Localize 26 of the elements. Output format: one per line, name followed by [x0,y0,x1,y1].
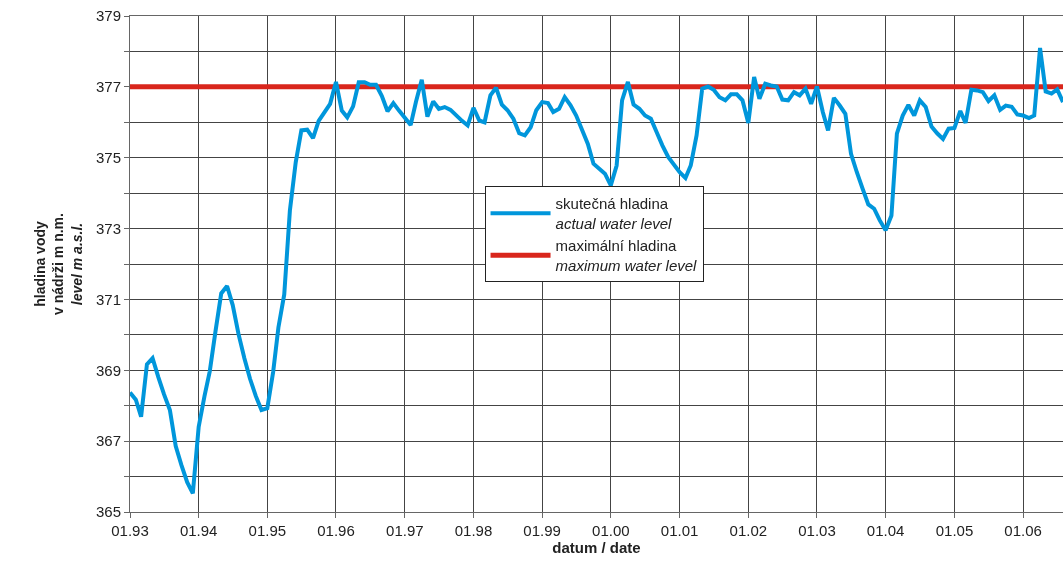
x-tick-label: 01.04 [866,522,905,539]
y-tick-label: 379 [95,7,121,25]
x-tick-label: 01.03 [798,522,836,539]
y-tick-label: 371 [95,290,121,308]
line-series [130,45,1063,496]
y-tick-label: 365 [95,503,121,521]
x-tick-label: 01.93 [111,522,149,539]
x-tick-label: 01.94 [179,522,218,539]
x-tick-label: 01.00 [592,522,630,539]
x-tick-label: 01.95 [248,522,287,539]
y-tick-label: 367 [95,432,121,450]
x-tick-label: 01.98 [454,522,493,539]
y-tick-label: 377 [95,78,121,96]
x-tick-label: 01.02 [729,522,768,539]
x-tick-label: 01.99 [523,522,561,539]
legend-label: maximální hladina maximum water level [555,237,698,274]
x-tick-label: 01.01 [660,522,699,539]
x-axis-title: datum / date [552,539,641,556]
y-tick-label: 369 [95,361,121,379]
y-axis-title: hladina vody v nádrži m n.m. level m a.s.l. [32,213,85,315]
y-tick-label: 373 [95,219,121,237]
x-tick-label: 01.97 [386,522,424,539]
x-tick-label: 01.06 [1004,522,1042,539]
x-tick-label: 01.05 [935,522,974,539]
y-tick-label: 375 [95,148,121,166]
x-tick-label: 01.96 [317,522,355,539]
